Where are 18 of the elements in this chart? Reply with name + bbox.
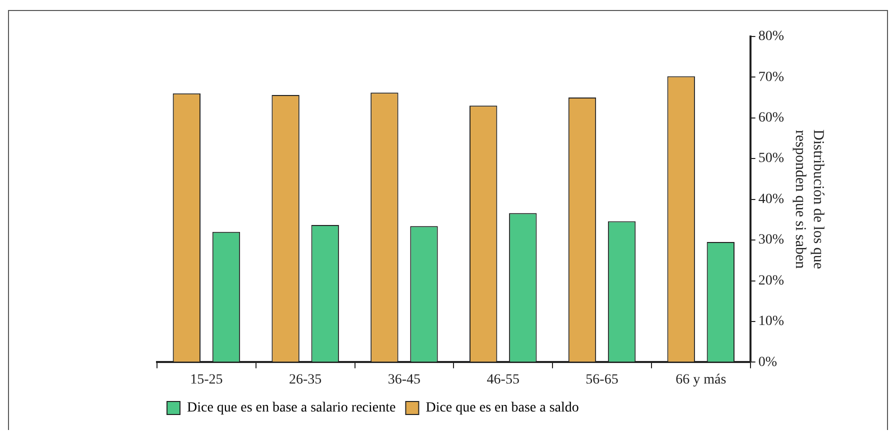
y-tick-label: 20% (758, 273, 784, 288)
y-tick-label: 80% (758, 29, 784, 44)
x-tick-label: 56-65 (586, 372, 618, 388)
x-tick-label: 46-55 (486, 372, 520, 388)
y-tick-label: 40% (758, 192, 784, 207)
y-tick-label: 0% (758, 354, 778, 370)
y-tick-label: 50% (758, 151, 784, 166)
x-tick-label: 26-35 (289, 372, 322, 388)
legend-label: Dice que es en base a salario reciente (187, 400, 396, 416)
x-tick-label: 36-45 (388, 372, 421, 388)
y-tick-label: 30% (758, 232, 784, 248)
y-axis-title: Distribución de los que responden que si saben (792, 130, 826, 270)
x-tick-label: 66 y más (676, 372, 726, 388)
x-tick-label: 15-25 (190, 372, 223, 388)
legend-label: Dice que es en base a saldo (426, 400, 579, 416)
y-tick-label: 60% (758, 110, 784, 126)
y-tick-label: 10% (758, 314, 784, 330)
y-tick-label: 70% (758, 70, 784, 85)
